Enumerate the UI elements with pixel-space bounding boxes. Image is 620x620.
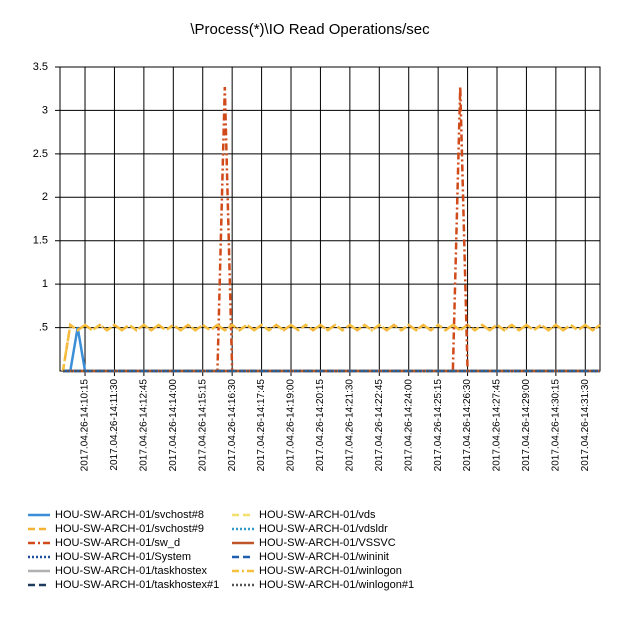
x-tick-label: 2017.04.26-14:31:30	[580, 379, 591, 472]
legend-label: HOU-SW-ARCH-01/wininit	[259, 551, 389, 563]
plot-frame	[59, 66, 601, 372]
x-tick-label: 2017.04.26-14:19:00	[286, 379, 297, 472]
y-tick-label: 3.5	[33, 61, 48, 73]
x-tick-label: 2017.04.26-14:17:45	[256, 379, 267, 472]
x-tick-label: 2017.04.26-14:10:15	[80, 379, 91, 472]
legend-label: HOU-SW-ARCH-01/winlogon#1	[259, 579, 414, 591]
legend-label: HOU-SW-ARCH-01/vds	[259, 509, 376, 521]
legend-label: HOU-SW-ARCH-01/winlogon	[259, 565, 402, 577]
y-tick-label: .5	[39, 321, 48, 333]
legend-label: HOU-SW-ARCH-01/sw_d	[55, 537, 180, 549]
x-tick-label: 2017.04.26-14:25:15	[433, 379, 444, 472]
chart-title: \Process(*)\IO Read Operations/sec	[190, 21, 430, 38]
legend-label: HOU-SW-ARCH-01/taskhostex	[55, 565, 207, 577]
x-tick-label: 2017.04.26-14:30:15	[550, 379, 561, 472]
x-tick-label: 2017.04.26-14:26:30	[462, 379, 473, 472]
y-tick-label: 2	[42, 191, 48, 203]
x-tick-label: 2017.04.26-14:14:00	[168, 379, 179, 472]
x-tick-label: 2017.04.26-14:24:00	[403, 379, 414, 472]
x-tick-label: 2017.04.26-14:21:30	[345, 379, 356, 472]
y-tick-label: 2.5	[33, 148, 48, 160]
legend-label: HOU-SW-ARCH-01/svchost#9	[55, 523, 204, 535]
legend-label: HOU-SW-ARCH-01/vdsldr	[259, 523, 388, 535]
y-tick-label: 3	[42, 104, 48, 116]
x-tick-label: 2017.04.26-14:20:15	[315, 379, 326, 472]
y-tick-label: 1.5	[33, 235, 48, 247]
x-tick-label: 2017.04.26-14:27:45	[492, 379, 503, 472]
x-tick-label: 2017.04.26-14:15:15	[197, 379, 208, 472]
legend-label: HOU-SW-ARCH-01/System	[55, 551, 191, 563]
y-tick-label: 1	[42, 278, 48, 290]
x-tick-label: 2017.04.26-14:11:30	[109, 379, 120, 471]
legend-label: HOU-SW-ARCH-01/svchost#8	[55, 509, 204, 521]
series-line	[61, 322, 601, 372]
legend-label: HOU-SW-ARCH-01/VSSVC	[259, 537, 396, 549]
x-tick-label: 2017.04.26-14:22:45	[374, 379, 385, 472]
x-tick-label: 2017.04.26-14:29:00	[521, 379, 532, 472]
x-tick-label: 2017.04.26-14:12:45	[139, 379, 150, 472]
legend-label: HOU-SW-ARCH-01/taskhostex#1	[55, 579, 219, 591]
x-tick-label: 2017.04.26-14:16:30	[227, 379, 238, 472]
